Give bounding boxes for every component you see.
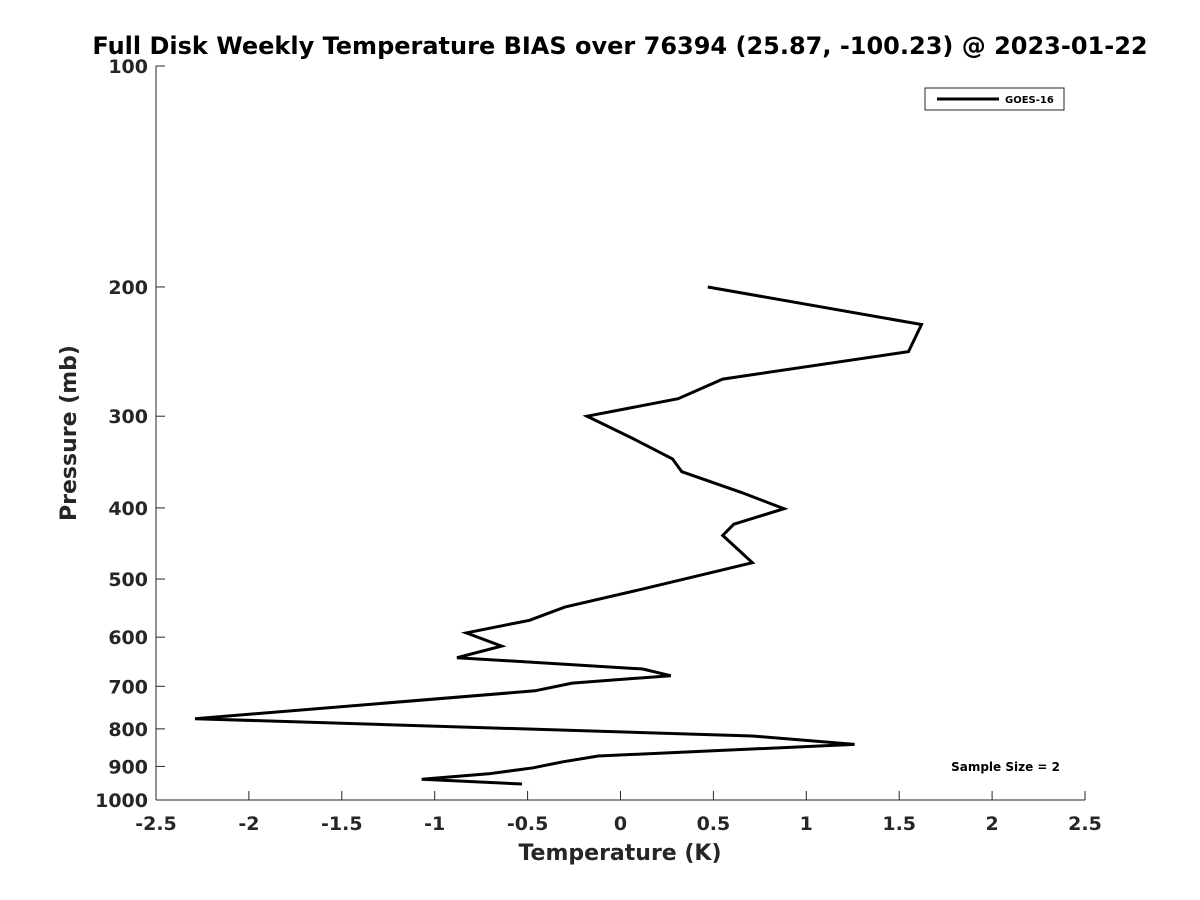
y-tick-label: 900 [108, 756, 148, 778]
x-tick-label: -1 [424, 813, 445, 835]
legend: GOES-16 [924, 87, 1065, 111]
y-tick-label: 500 [108, 569, 148, 591]
x-tick-label: 2 [985, 813, 998, 835]
series-line-goes16 [194, 285, 924, 786]
y-tick-label: 800 [108, 719, 148, 741]
chart-title: Full Disk Weekly Temperature BIAS over 7… [92, 32, 1147, 60]
y-tick-label: 300 [108, 406, 148, 428]
x-tick-label: 0.5 [697, 813, 731, 835]
x-tick-label: -0.5 [507, 813, 549, 835]
y-tick-label: 600 [108, 627, 148, 649]
y-axis-label: Pressure (mb) [57, 345, 82, 521]
sample-size-note: Sample Size = 2 [951, 760, 1060, 774]
x-ticks: -2.5 -2 -1.5 -1 -0.5 0 0.5 1 1.5 2 2.5 [135, 791, 1102, 835]
x-tick-label: -2.5 [135, 813, 177, 835]
x-tick-label: 2.5 [1068, 813, 1102, 835]
x-tick-label: 1 [800, 813, 813, 835]
y-tick-label: 700 [108, 676, 148, 698]
x-tick-label: -1.5 [321, 813, 363, 835]
x-tick-label: 0 [614, 813, 627, 835]
x-tick-label: 1.5 [882, 813, 916, 835]
x-axis-label: Temperature (K) [518, 841, 721, 866]
y-tick-label: 100 [108, 56, 148, 78]
y-tick-label: 200 [108, 277, 148, 299]
y-ticks: 100 200 300 400 500 600 700 800 900 1000 [95, 56, 165, 812]
y-tick-label: 1000 [95, 790, 148, 812]
legend-label: GOES-16 [1005, 95, 1054, 106]
x-tick-label: -2 [238, 813, 259, 835]
y-tick-label: 400 [108, 498, 148, 520]
